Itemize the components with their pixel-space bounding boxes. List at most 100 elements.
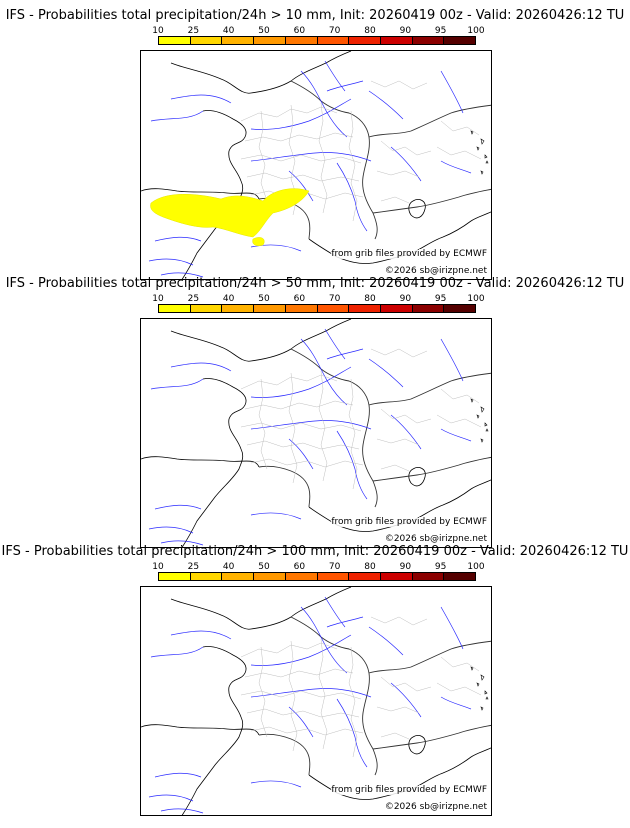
colorbar-swatch [412, 573, 445, 580]
copyright-credit: ©2026 sb@irizpne.net [384, 802, 487, 812]
colorbar-tick-label: 40 [222, 294, 235, 304]
colorbar-swatch [349, 37, 381, 44]
map-panel-10mm: IFS - Probabilities total precipitation/… [0, 8, 630, 280]
colorbar-tick-label: 25 [187, 294, 200, 304]
rivers [148, 328, 472, 546]
colorbar-tick-label: 80 [364, 294, 376, 304]
colorbar-swatch [159, 573, 191, 580]
colorbar-swatch [412, 305, 445, 312]
colorbar [158, 36, 476, 45]
colorbar-ticks: 10 25 40 50 60 70 80 90 95 100 [152, 562, 484, 572]
colorbar-swatch [254, 37, 286, 44]
france-map [141, 319, 491, 547]
coastline [141, 51, 491, 279]
colorbar-tick-label: 40 [222, 562, 235, 572]
france-map [141, 587, 491, 815]
colorbar-tick-label: 90 [399, 562, 412, 572]
colorbar-tick-label: 60 [293, 26, 306, 36]
coastline [141, 587, 491, 815]
colorbar-swatch [444, 305, 476, 312]
colorbar-swatch [159, 37, 191, 44]
france-map [141, 51, 491, 279]
coastline [141, 319, 491, 547]
colorbar-ticks: 10 25 40 50 60 70 80 90 95 100 [152, 294, 484, 304]
colorbar-swatch [222, 573, 255, 580]
colorbar-tick-label: 70 [328, 26, 341, 36]
panel-title: IFS - Probabilities total precipitation/… [1, 544, 629, 559]
colorbar-tick-label: 60 [293, 562, 306, 572]
departments [240, 80, 482, 222]
colorbar-tick-label: 80 [364, 562, 376, 572]
colorbar-tick-label: 10 [152, 562, 164, 572]
colorbar-tick-label: 90 [399, 294, 412, 304]
source-credit: from grib files provided by ECMWF [331, 785, 487, 795]
colorbar-tick-label: 60 [293, 294, 306, 304]
colorbar [158, 572, 476, 581]
colorbar-tick-label: 50 [258, 562, 270, 572]
islands [470, 130, 489, 175]
colorbar-tick-label: 80 [364, 26, 376, 36]
rivers [148, 596, 472, 814]
colorbar-swatch [222, 305, 255, 312]
colorbar-tick-label: 40 [222, 26, 235, 36]
colorbar-tick-label: 100 [467, 562, 485, 572]
panel-title: IFS - Probabilities total precipitation/… [5, 8, 625, 23]
colorbar-tick-label: 95 [434, 26, 447, 36]
colorbar-tick-label: 100 [467, 294, 485, 304]
map-panel-50mm: IFS - Probabilities total precipitation/… [0, 276, 630, 548]
colorbar-tick-label: 25 [187, 562, 200, 572]
country-border [258, 348, 491, 508]
colorbar-swatch [254, 573, 286, 580]
colorbar-ticks: 10 25 40 50 60 70 80 90 95 100 [152, 26, 484, 36]
colorbar-swatch [317, 573, 350, 580]
colorbar-tick-label: 25 [187, 26, 200, 36]
rivers [148, 60, 472, 278]
departments [240, 616, 482, 758]
colorbar-swatch [190, 305, 223, 312]
colorbar-tick-label: 10 [152, 26, 164, 36]
colorbar-swatch [444, 573, 476, 580]
colorbar-swatch [285, 573, 318, 580]
colorbar-swatch [317, 37, 350, 44]
colorbar-tick-label: 100 [467, 26, 485, 36]
colorbar-swatch [317, 305, 350, 312]
precip-area [252, 237, 265, 246]
colorbar-tick-label: 95 [434, 562, 447, 572]
colorbar-tick-label: 10 [152, 294, 164, 304]
colorbar [158, 304, 476, 313]
colorbar-swatch [380, 305, 413, 312]
colorbar-swatch [222, 37, 255, 44]
source-credit: from grib files provided by ECMWF [331, 249, 487, 259]
colorbar-tick-label: 95 [434, 294, 447, 304]
colorbar-tick-label: 90 [399, 26, 412, 36]
colorbar-tick-label: 70 [328, 294, 341, 304]
colorbar-swatch [159, 305, 191, 312]
colorbar-swatch [412, 37, 445, 44]
colorbar-tick-label: 50 [258, 26, 270, 36]
source-credit: from grib files provided by ECMWF [331, 517, 487, 527]
map-frame: from grib files provided by ECMWF ©2026 … [140, 318, 492, 548]
panel-title: IFS - Probabilities total precipitation/… [5, 276, 625, 291]
colorbar-swatch [285, 305, 318, 312]
colorbar-swatch [349, 305, 381, 312]
colorbar-swatch [190, 573, 223, 580]
copyright-credit: ©2026 sb@irizpne.net [384, 266, 487, 276]
colorbar-swatch [380, 37, 413, 44]
country-border [258, 80, 491, 240]
colorbar-swatch [285, 37, 318, 44]
colorbar-swatch [349, 573, 381, 580]
islands [470, 666, 489, 711]
islands [470, 398, 489, 443]
colorbar-tick-label: 70 [328, 562, 341, 572]
colorbar-swatch [190, 37, 223, 44]
departments [240, 348, 482, 490]
map-frame: from grib files provided by ECMWF ©2026 … [140, 586, 492, 816]
colorbar-swatch [380, 573, 413, 580]
map-panel-100mm: IFS - Probabilities total precipitation/… [0, 544, 630, 816]
copyright-credit: ©2026 sb@irizpne.net [384, 534, 487, 544]
colorbar-tick-label: 50 [258, 294, 270, 304]
country-border [258, 616, 491, 776]
precip-area [150, 188, 310, 238]
colorbar-swatch [254, 305, 286, 312]
colorbar-swatch [444, 37, 476, 44]
